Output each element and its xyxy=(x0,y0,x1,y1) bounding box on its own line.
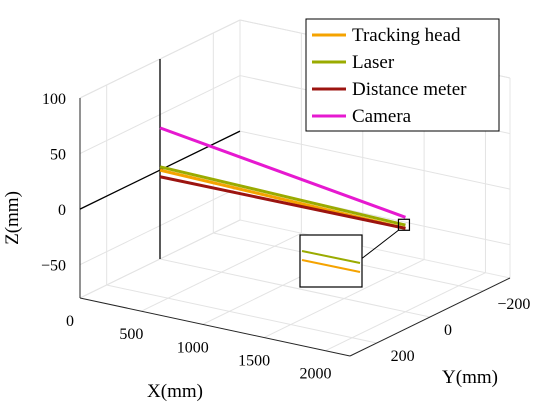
legend-label-2: Distance meter xyxy=(352,79,467,100)
x-tick-label: 1000 xyxy=(177,339,209,356)
series-lines xyxy=(159,126,406,230)
y-axis-line xyxy=(349,277,511,357)
zoom-connector-line xyxy=(361,229,399,259)
grid-line-y xyxy=(106,284,377,344)
zoom-inset xyxy=(299,218,411,288)
reference-lines xyxy=(79,59,241,259)
x-tick-label: 0 xyxy=(66,313,74,330)
y-tick-label: −200 xyxy=(497,296,530,313)
z-tick-label: 100 xyxy=(42,91,66,108)
zoom-inset-line-1 xyxy=(301,250,361,264)
x-tick-label: 1500 xyxy=(238,353,270,370)
x-tick-label: 500 xyxy=(119,326,143,343)
series-line-3 xyxy=(159,126,406,219)
series-line-1 xyxy=(159,165,406,227)
z-tick-label: 0 xyxy=(58,202,66,219)
legend-label-0: Tracking head xyxy=(352,25,461,46)
x-tick-label: 2000 xyxy=(299,366,331,383)
legend-label-1: Laser xyxy=(352,52,395,73)
grid-line-z xyxy=(239,130,511,190)
zoom-inset-line-0 xyxy=(301,259,361,273)
legend: Tracking head Laser Distance meter Camera xyxy=(305,18,500,132)
legend-box xyxy=(305,18,500,132)
axes-box-front xyxy=(79,98,511,357)
x-axis-line xyxy=(79,297,351,357)
axis-labels: X(mm) Y(mm) Z(mm) xyxy=(2,191,498,402)
y-tick-label: 0 xyxy=(444,322,452,339)
grid-line-y xyxy=(159,258,431,318)
legend-label-3: Camera xyxy=(352,106,412,127)
x-axis-label: X(mm) xyxy=(147,381,203,402)
z-tick-label: 50 xyxy=(50,147,66,164)
series-line-2 xyxy=(159,175,406,230)
y-tick-label: 200 xyxy=(391,348,415,365)
z-tick-label: −50 xyxy=(41,258,66,275)
z-axis-label: Z(mm) xyxy=(2,191,23,245)
y-axis-label: Y(mm) xyxy=(442,367,498,388)
zoom-source-box xyxy=(397,218,411,231)
